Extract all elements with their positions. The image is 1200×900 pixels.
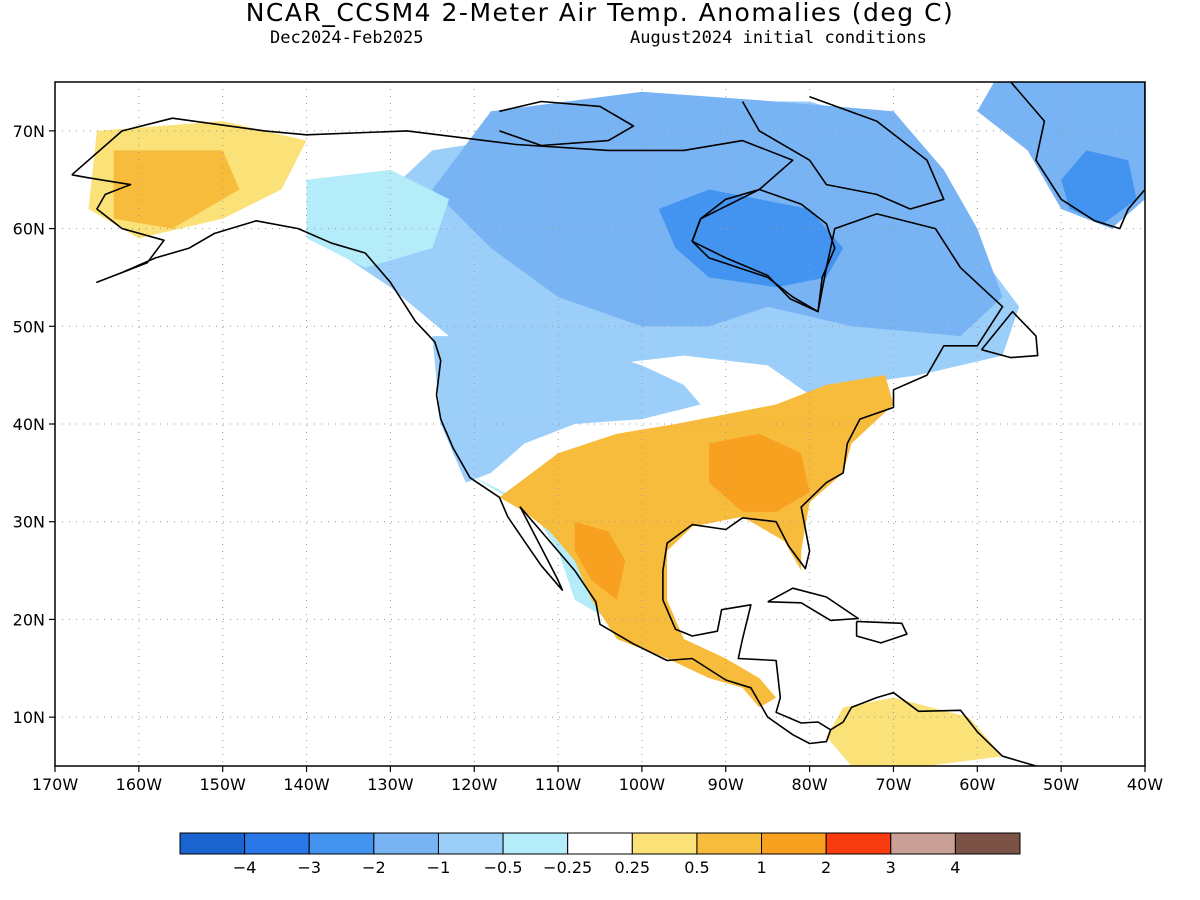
colorbar-swatch — [244, 832, 310, 855]
lat-tick-label: 10N — [13, 708, 45, 727]
lon-tick-label: 130W — [367, 775, 414, 794]
lon-tick-label: 80W — [792, 775, 828, 794]
colorbar-swatch — [890, 832, 956, 855]
axis-ticks: 170W 160W 150W 140W 130W 120W 110W 100W 90W 80W 70… — [13, 122, 1164, 794]
lon-tick-label: 70W — [875, 775, 911, 794]
colorbar-label: −2 — [362, 858, 386, 877]
colorbar-swatch — [631, 832, 698, 855]
region-hudson-cool — [658, 189, 844, 288]
colorbar-label: 1 — [756, 858, 766, 877]
region-west-us-cool — [432, 336, 701, 483]
colorbar-swatch — [373, 832, 439, 855]
region-samerica-warm — [826, 697, 1003, 766]
lon-tick-label: 150W — [200, 775, 247, 794]
coast-newfoundland — [980, 310, 1039, 359]
lat-tick-label: 70N — [13, 122, 45, 141]
lon-tick-label: 90W — [708, 775, 744, 794]
colorbar-label: 3 — [886, 858, 896, 877]
region-mexico-warm — [574, 521, 626, 600]
colorbar-label: −1 — [427, 858, 451, 877]
region-interior-warm — [709, 433, 810, 512]
lon-tick-label: 160W — [116, 775, 163, 794]
lat-tick-label: 30N — [13, 513, 45, 532]
lon-tick-label: 170W — [32, 775, 79, 794]
region-alaska-orange — [113, 150, 240, 229]
colorbar-swatch — [696, 832, 763, 855]
lat-tick-label: 50N — [13, 317, 45, 336]
coastlines — [71, 82, 1145, 766]
lon-tick-label: 100W — [619, 775, 666, 794]
colorbar-swatch — [761, 832, 827, 855]
region-yukon-pale — [306, 169, 450, 268]
lon-tick-label: 50W — [1043, 775, 1079, 794]
colorbar-label: 0.5 — [684, 858, 709, 877]
lon-tick-label: 60W — [959, 775, 995, 794]
coast-baffin-island — [741, 95, 945, 210]
anomaly-shading — [88, 82, 1145, 766]
colorbar-label: −0.5 — [484, 858, 523, 877]
coast-cuba — [767, 587, 860, 622]
coast-hispaniola — [855, 620, 908, 644]
lon-tick-label: 40W — [1127, 775, 1163, 794]
initial-conditions-subtitle: August2024 initial conditions — [630, 28, 927, 48]
lon-tick-label: 120W — [451, 775, 498, 794]
lon-tick-label: 110W — [535, 775, 582, 794]
lat-tick-label: 40N — [13, 415, 45, 434]
colorbar-swatch — [567, 832, 633, 855]
lat-tick-label: 20N — [13, 610, 45, 629]
region-coast-pale — [465, 472, 617, 620]
colorbar-swatch — [179, 832, 246, 855]
coast-greenland — [1010, 82, 1145, 230]
lon-tick-label: 140W — [283, 775, 330, 794]
colorbar-swatch — [437, 832, 504, 855]
colorbar-swatch — [825, 832, 892, 855]
lat-tick-label: 60N — [13, 220, 45, 239]
colorbar-label: −4 — [233, 858, 257, 877]
colorbar-swatch — [308, 832, 375, 855]
coast-south-america — [830, 691, 1037, 766]
coast-hudson-bay — [691, 188, 836, 313]
map-title: NCAR_CCSM4 2-Meter Air Temp. Anomalies (… — [245, 0, 955, 27]
colorbar-swatch — [954, 832, 1021, 855]
colorbar-label: −0.25 — [543, 858, 592, 877]
colorbar-label: −3 — [297, 858, 321, 877]
region-greenland-cold — [1061, 150, 1137, 224]
colorbar-swatch — [502, 832, 569, 855]
colorbar: −4 −3 −2 −1 −0.5 −0.25 0.25 0.5 1 2 3 4 — [179, 832, 1021, 877]
colorbar-label: 0.25 — [614, 858, 650, 877]
coast-victoria-island — [499, 100, 635, 147]
season-subtitle: Dec2024-Feb2025 — [270, 28, 424, 48]
colorbar-label: 2 — [821, 858, 831, 877]
colorbar-label: 4 — [950, 858, 960, 877]
